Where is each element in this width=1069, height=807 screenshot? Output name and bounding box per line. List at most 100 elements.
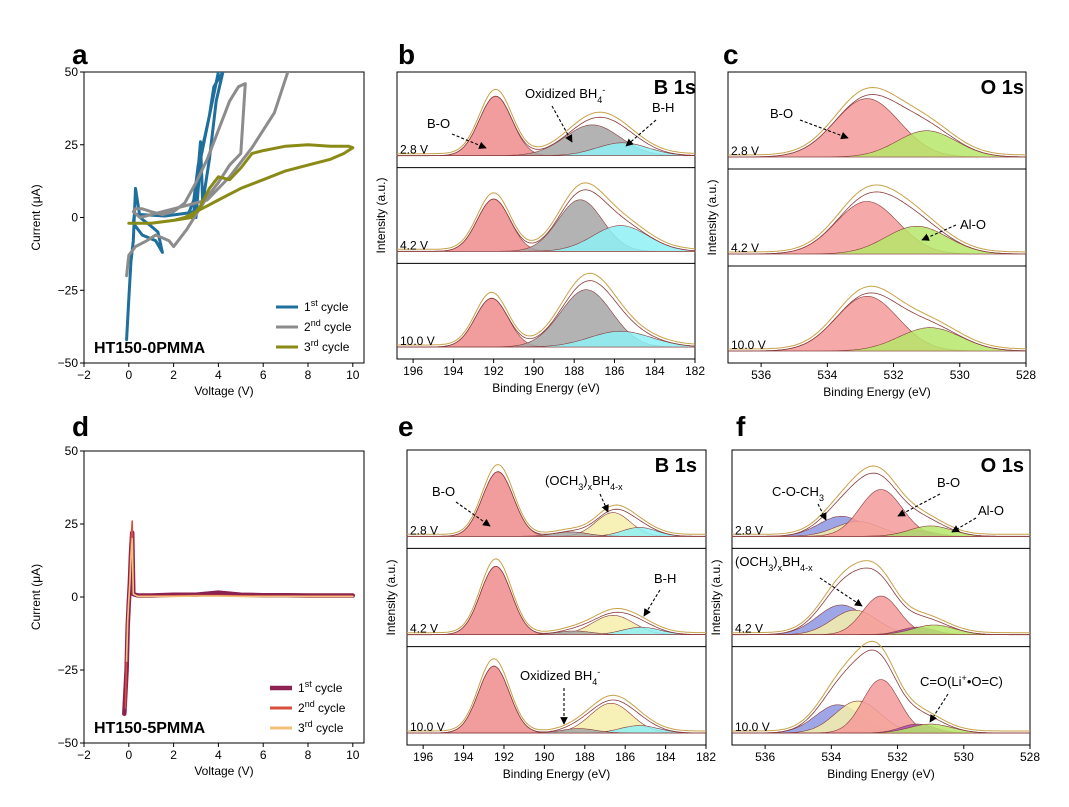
fit-line [397, 189, 696, 252]
sample-label: HT150-0PMMA [94, 340, 206, 357]
annotation-b-o: B-O [937, 475, 960, 490]
annotation-b-o-arrow [451, 133, 487, 149]
x-tick-label: 182 [696, 750, 716, 764]
annotation-b-o: B-O [770, 106, 793, 121]
x-tick-label: 192 [484, 364, 504, 378]
voltage-label: 2.8 V [410, 523, 438, 537]
x-tick-label: 6 [260, 748, 267, 762]
y-tick-label: 50 [65, 444, 79, 458]
legend-entry-3: 3rd cycle [298, 719, 344, 735]
x-tick-label: 190 [524, 364, 544, 378]
x-tick-label: 532 [884, 368, 904, 382]
element-region-title: B 1s [654, 77, 696, 99]
envelope-line [728, 86, 1026, 156]
x-tick-label: 190 [534, 750, 554, 764]
annotation-och3-arrow [819, 577, 863, 607]
peak-component [407, 703, 706, 734]
spectrum-3 [407, 658, 706, 734]
x-tick-label: 194 [454, 750, 474, 764]
y-tick-label: 25 [65, 138, 79, 152]
annotation-och3-part-3: x [588, 482, 593, 492]
series-line-2 [124, 520, 354, 709]
annotation-och3-part-4: BH [782, 554, 800, 569]
peak-component [406, 630, 707, 635]
envelope-line [732, 640, 1030, 732]
annotation-b-o: B-O [432, 484, 455, 499]
series-line-3 [127, 143, 355, 225]
annotation-och3-part-5: 4-x [610, 482, 623, 492]
legend-entry-3-part-2: cycle [313, 721, 344, 735]
voltage-label: 4.2 V [735, 622, 763, 636]
x-tick-label: 532 [888, 750, 908, 764]
panel-letter: e [398, 411, 414, 442]
y-tick-label: −25 [58, 663, 79, 677]
legend-entry-2-part-2: cycle [321, 320, 352, 334]
envelope-line [397, 182, 696, 250]
x-tick-label: 4 [215, 748, 222, 762]
envelope-line [732, 560, 1030, 634]
y-tick-label: 0 [71, 211, 78, 225]
series-line-3 [125, 537, 354, 663]
legend-entry-3-part-2: cycle [319, 340, 350, 354]
annotation-c-o-li: C=O(Li+•O=C) [920, 673, 1003, 689]
annotation-oxidized-part-0: Oxidized BH [525, 86, 597, 101]
annotation-och3: (OCH3)xBH4-x [545, 473, 623, 492]
annotation-och3-part-5: 4-x [800, 563, 813, 573]
element-region-title: O 1s [981, 77, 1024, 99]
x-tick-label: 186 [615, 750, 635, 764]
fit-line [407, 566, 706, 636]
annotation-c-o-ch3-arrow [817, 503, 827, 521]
spectrum-3 [732, 640, 1030, 734]
annotation-b-o-arrow [799, 119, 849, 140]
legend-entry-3-part-0: 3 [298, 721, 305, 735]
x-tick-label: 530 [950, 368, 970, 382]
x-tick-label: 534 [817, 368, 837, 382]
legend-entry-2-part-1: nd [305, 699, 315, 709]
envelope-line [407, 464, 706, 535]
x-tick-label: 2 [170, 748, 177, 762]
panel-letter: a [72, 39, 88, 70]
y-tick-label: −25 [58, 283, 79, 297]
voltage-label: 4.2 V [400, 238, 428, 252]
y-axis-label: Current (μA) [29, 184, 43, 250]
x-tick-label: 8 [305, 368, 312, 382]
y-tick-label: −50 [58, 736, 79, 750]
annotation-oxidized: Oxidized BH4- [520, 667, 600, 687]
spectrum-1 [396, 88, 696, 157]
legend-entry-2-part-1: nd [311, 318, 321, 328]
y-tick-label: 50 [65, 65, 79, 79]
x-tick-label: 188 [575, 750, 595, 764]
panel-letter: d [72, 411, 89, 442]
x-axis-label: Binding Energy (eV) [492, 381, 599, 395]
peak-component [731, 595, 1031, 635]
x-tick-label: 196 [403, 364, 423, 378]
x-axis-label: Binding Energy (eV) [823, 385, 930, 399]
y-axis-label: Intensity (a.u.) [384, 559, 398, 635]
x-tick-label: 10 [346, 368, 360, 382]
annotation-b-o-arrow [455, 501, 491, 527]
x-tick-label: 8 [305, 748, 312, 762]
annotation-c-o-li-arrow [929, 693, 949, 723]
x-tick-label: 186 [604, 364, 624, 378]
annotation-oxidized-part-0: Oxidized BH [520, 668, 592, 683]
x-tick-label: 10 [346, 748, 360, 762]
annotation-oxidized-part-2: - [597, 667, 600, 677]
annotation-och3-part-0: (OCH [545, 473, 578, 488]
annotation-al-o: Al-O [960, 217, 986, 232]
voltage-label: 2.8 V [400, 143, 428, 157]
annotation-b-h-arrow [643, 589, 661, 617]
x-axis-label: Voltage (V) [194, 384, 253, 398]
envelope-line [397, 272, 696, 346]
annotation-oxidized-part-1: 4 [597, 95, 602, 105]
fit-line [732, 567, 1030, 636]
x-axis-label: Voltage (V) [194, 764, 253, 778]
envelope-line [407, 558, 706, 634]
spectrum-3 [397, 272, 696, 348]
x-tick-label: 182 [685, 364, 705, 378]
legend-entry-2: 2nd cycle [298, 699, 346, 715]
peak-component [396, 225, 696, 252]
annotation-c-o-li-part-0: C=O(Li [920, 674, 962, 689]
x-tick-label: 534 [821, 750, 841, 764]
x-tick-label: −2 [77, 748, 91, 762]
annotation-b-o: B-O [427, 116, 450, 131]
